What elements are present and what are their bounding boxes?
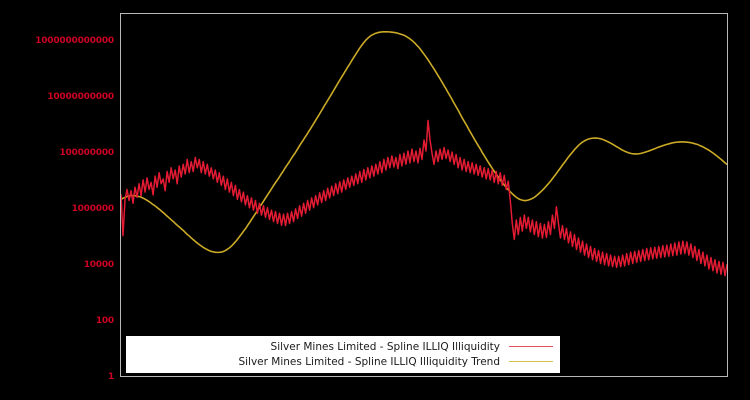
y-axis-tick-labels: 1 100 10000 1000000 100000000 10000000000 1000… xyxy=(0,13,115,382)
y-tick-label-1: 100 xyxy=(95,316,114,326)
y-tick-label-2: 10000 xyxy=(83,260,115,270)
y-tick-label-3: 1000000 xyxy=(71,204,115,214)
chart-svg xyxy=(121,30,727,277)
y-tick-label-4: 100000000 xyxy=(59,148,114,158)
series-line-trend xyxy=(121,30,727,254)
legend-swatch-illiquidity xyxy=(509,346,553,347)
legend-item-illiquidity[interactable]: Silver Mines Limited - Spline ILLIQ Illi… xyxy=(133,339,553,354)
legend-item-illiquidity-trend[interactable]: Silver Mines Limited - Spline ILLIQ Illi… xyxy=(133,354,553,369)
y-tick-label-0: 1 xyxy=(107,372,114,382)
y-tick-label-5: 10000000000 xyxy=(47,92,114,102)
legend-swatch-illiquidity-trend xyxy=(509,361,553,362)
legend-label-illiquidity: Silver Mines Limited - Spline ILLIQ Illi… xyxy=(270,340,500,353)
legend-label-illiquidity-trend: Silver Mines Limited - Spline ILLIQ Illi… xyxy=(238,355,500,368)
y-tick-label-6: 1000000000000 xyxy=(35,36,114,46)
plot-area xyxy=(120,13,728,377)
chart-legend: Silver Mines Limited - Spline ILLIQ Illi… xyxy=(126,336,560,373)
series-line-illiquidity xyxy=(121,119,727,277)
